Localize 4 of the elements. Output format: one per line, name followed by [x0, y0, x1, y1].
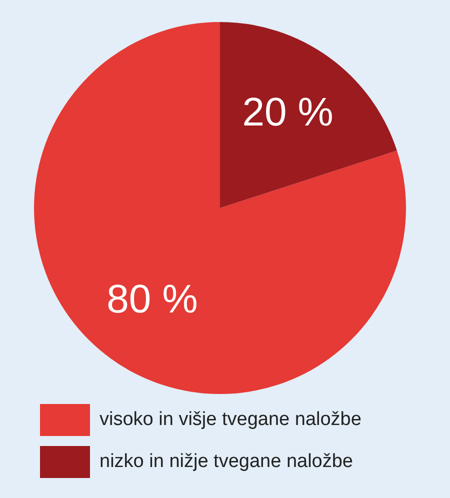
data-label: 20 %: [242, 90, 334, 135]
data-label: 80 %: [106, 277, 198, 322]
legend-label: nizko in nižje tvegane naložbe: [100, 451, 354, 472]
legend-label: visoko in višje tvegane naložbe: [100, 409, 362, 430]
